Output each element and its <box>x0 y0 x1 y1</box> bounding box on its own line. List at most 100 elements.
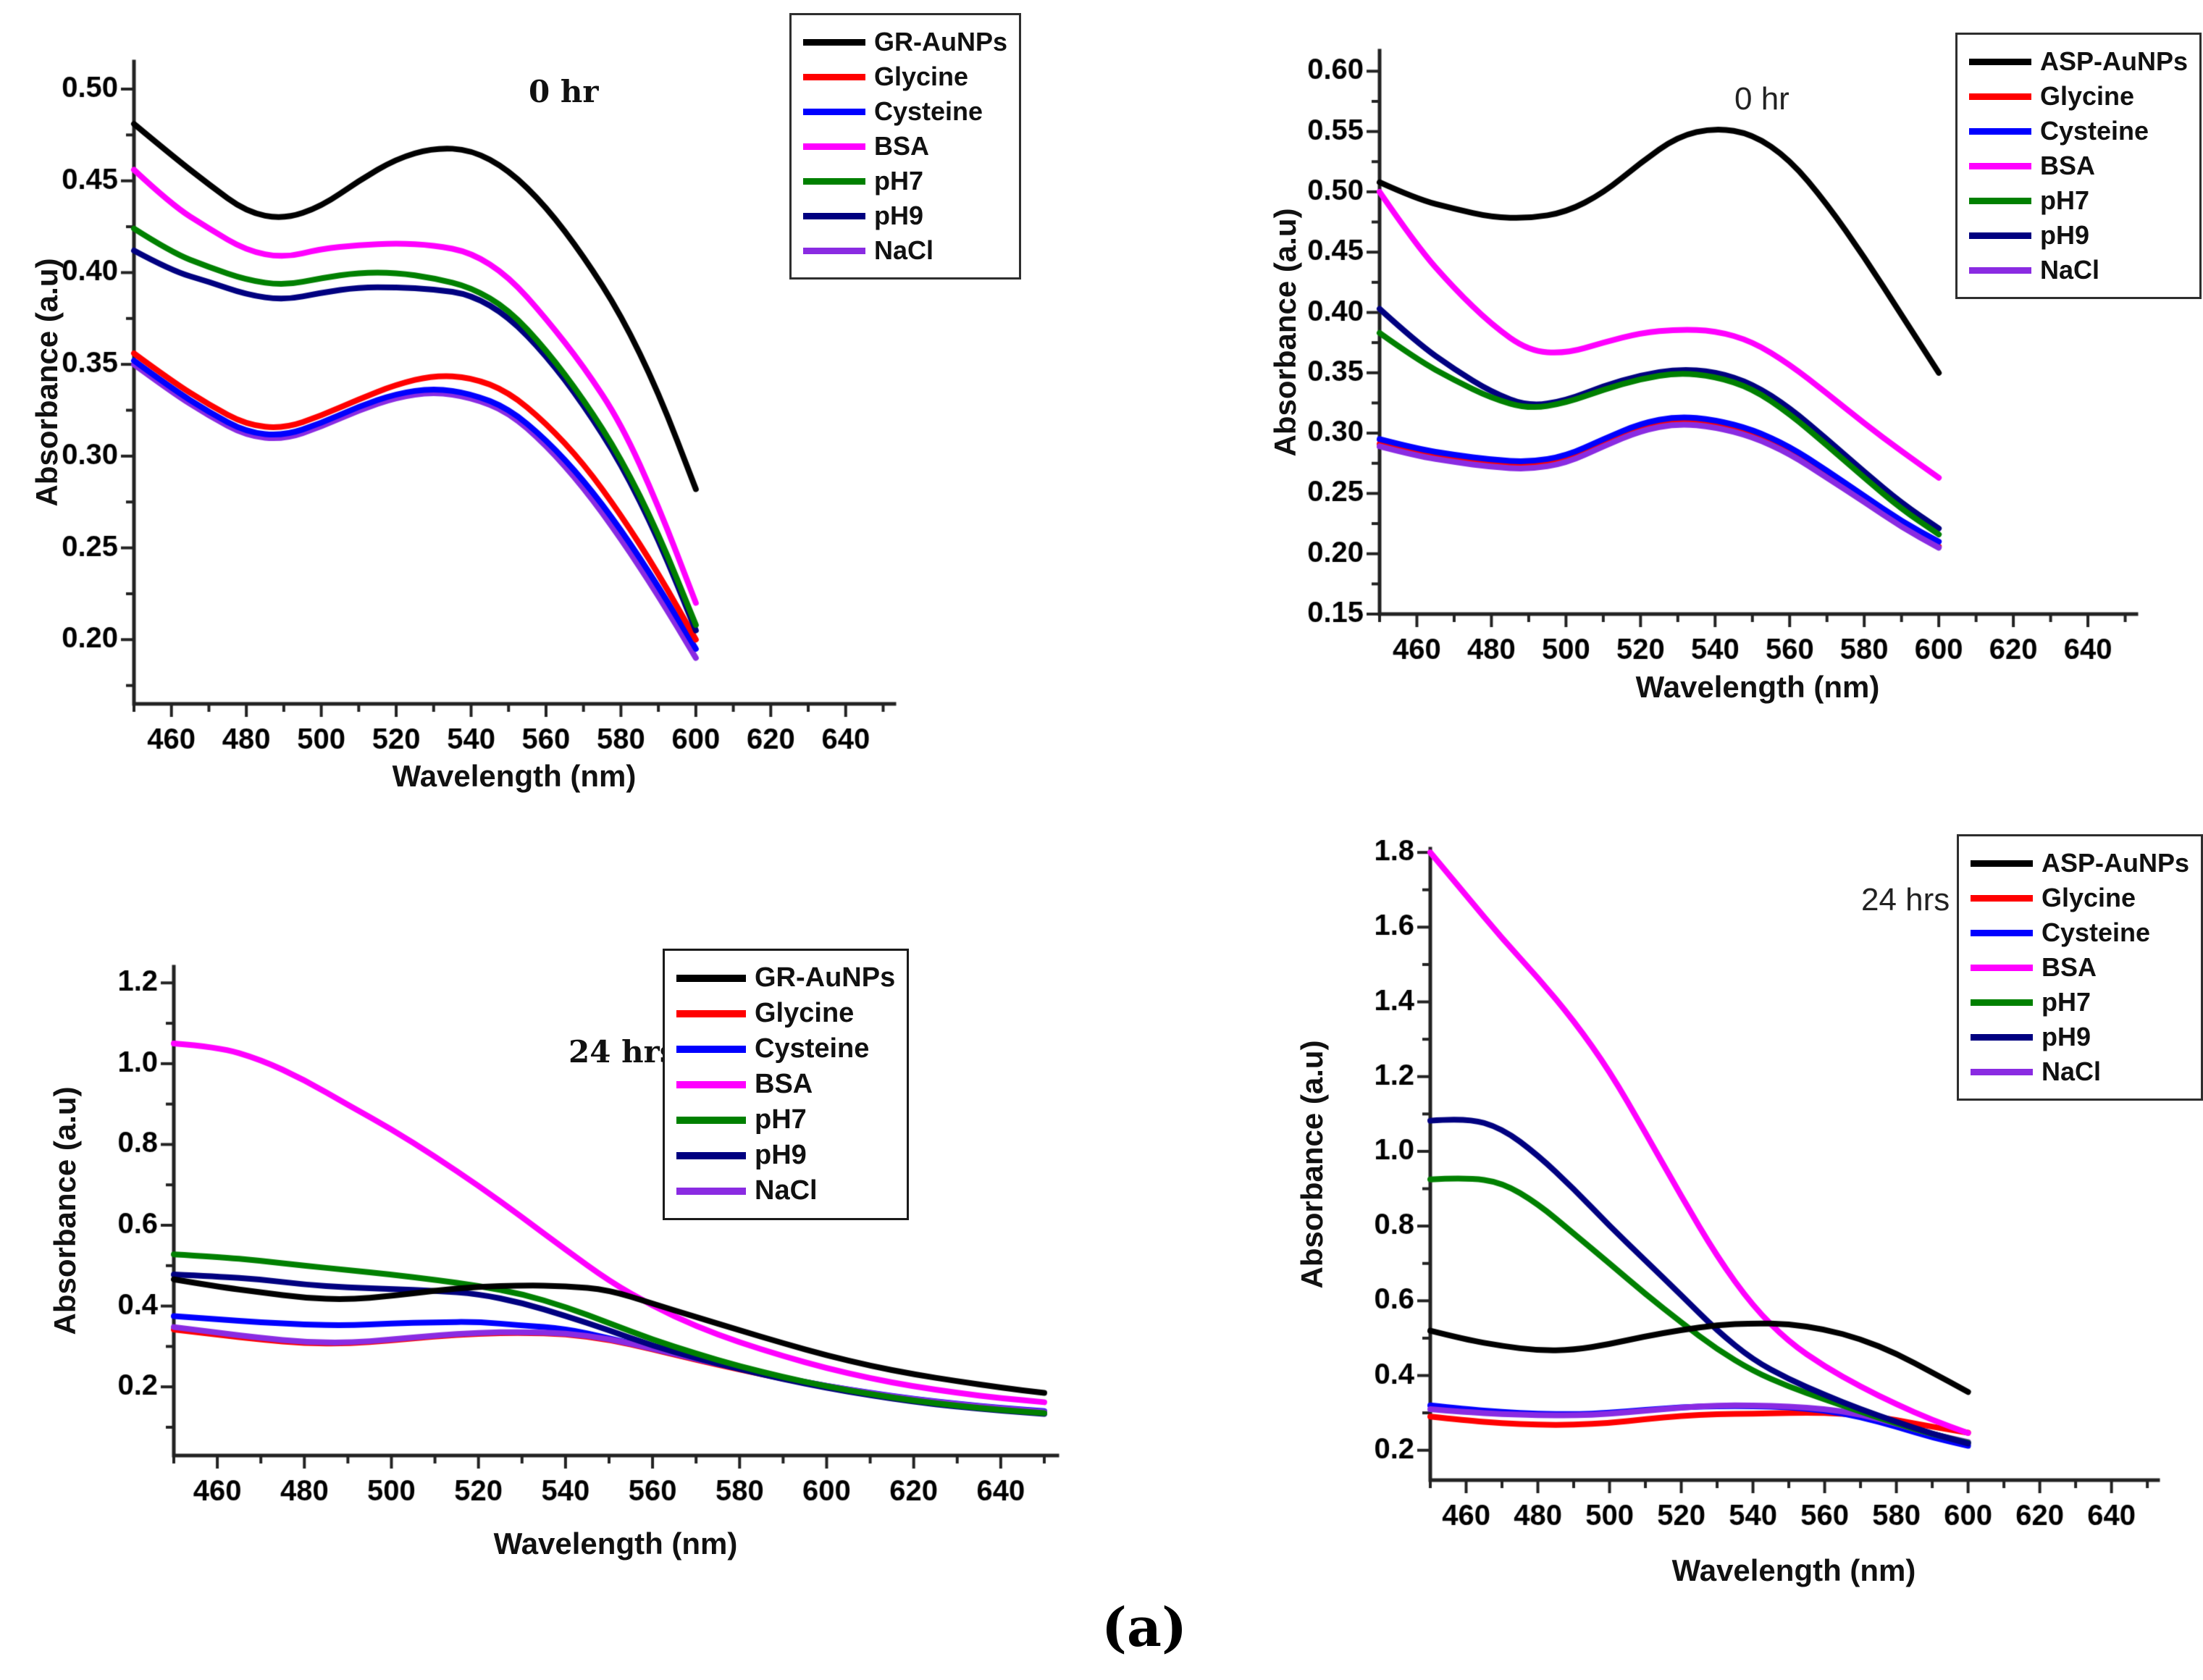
legend-item: NaCl <box>802 235 1007 266</box>
legend-item-label: Cysteine <box>873 96 983 126</box>
time-annotation: 24 hrs <box>568 1034 677 1070</box>
legend-line-swatch <box>676 1116 746 1124</box>
legend-item: pH9 <box>802 201 1007 231</box>
legend-line-swatch <box>1968 266 2031 274</box>
legend-item: ASP-AuNPs <box>1968 46 2188 77</box>
legend-item-label: Cysteine <box>2039 116 2149 146</box>
legend: ASP-AuNPs Glycine Cysteine BSA pH7 pH9 N… <box>1956 834 2203 1101</box>
legend-item-label: GR-AuNPs <box>755 962 896 993</box>
legend-line-swatch <box>676 1080 746 1088</box>
legend-line-swatch <box>802 38 865 46</box>
legend-item: Cysteine <box>1968 116 2188 146</box>
x-axis-title: Wavelength (nm) <box>1671 1553 1916 1587</box>
y-axis-title: Absorbance (a.u) <box>1268 208 1302 457</box>
legend-item-label: pH7 <box>2041 987 2091 1017</box>
chart-asp-aunps-0hr: 0 hr Wavelength (nm) Absorbance (a.u) AS… <box>1231 14 2203 739</box>
legend-item: pH7 <box>676 1104 895 1135</box>
legend-item: Glycine <box>676 998 895 1029</box>
legend-item-label: BSA <box>755 1069 813 1099</box>
legend-item-label: pH9 <box>2039 220 2089 250</box>
legend-item-label: pH9 <box>2041 1022 2091 1051</box>
time-annotation: 24 hrs <box>1861 882 1950 917</box>
legend-item: pH9 <box>1970 1022 2189 1052</box>
x-axis-title: Wavelength (nm) <box>1635 670 1880 704</box>
legend-line-swatch <box>802 73 865 80</box>
legend-line-swatch <box>802 247 865 254</box>
legend-item: NaCl <box>1968 255 2188 285</box>
legend-line-swatch <box>802 108 865 115</box>
legend-item: BSA <box>1968 151 2188 181</box>
legend-item-label: GR-AuNPs <box>873 27 1007 56</box>
legend-line-swatch <box>1968 127 2031 135</box>
legend-item: NaCl <box>676 1175 895 1206</box>
legend-item: Glycine <box>802 62 1007 92</box>
legend-item-label: BSA <box>2041 952 2097 982</box>
legend-item: NaCl <box>1970 1057 2189 1087</box>
legend-item: Glycine <box>1968 81 2188 112</box>
legend-line-swatch <box>1968 197 2031 204</box>
legend-item: ASP-AuNPs <box>1970 848 2189 878</box>
legend-item-label: Cysteine <box>755 1033 870 1064</box>
legend-line-swatch <box>1968 162 2031 169</box>
chart-canvas <box>36 840 1065 1615</box>
legend-item: pH7 <box>1968 185 2188 216</box>
legend-item-label: pH7 <box>755 1104 807 1135</box>
chart-gr-aunps-24hrs: 24 hrs Wavelength (nm) Absorbance (a.u) … <box>36 840 1065 1615</box>
legend-line-swatch <box>1968 93 2031 100</box>
legend-item: BSA <box>802 131 1007 161</box>
legend-item: pH7 <box>1970 987 2189 1017</box>
legend: GR-AuNPs Glycine Cysteine BSA pH7 pH9 Na… <box>789 13 1021 280</box>
legend-line-swatch <box>676 1151 746 1159</box>
legend-line-swatch <box>1970 1068 2033 1075</box>
legend-item: Cysteine <box>1970 917 2189 948</box>
legend-item-label: Cysteine <box>2041 917 2151 947</box>
legend-item-label: pH9 <box>873 201 923 230</box>
legend-item-label: Glycine <box>755 998 855 1028</box>
legend-item-label: NaCl <box>2039 255 2099 285</box>
time-annotation: 0 hr <box>529 74 599 109</box>
chart-gr-aunps-0hr: 0 hr Wavelength (nm) Absorbance (a.u) GR… <box>29 13 1043 818</box>
legend: ASP-AuNPs Glycine Cysteine BSA pH7 pH9 N… <box>1955 33 2202 299</box>
legend-item-label: NaCl <box>873 235 934 265</box>
legend-item: BSA <box>676 1069 895 1100</box>
legend-item-label: Glycine <box>2041 883 2136 912</box>
legend-line-swatch <box>1970 999 2033 1006</box>
y-axis-title: Absorbance (a.u) <box>48 1086 82 1335</box>
legend-item: BSA <box>1970 952 2189 983</box>
legend-item: Cysteine <box>802 96 1007 127</box>
legend-item: GR-AuNPs <box>802 27 1007 57</box>
legend-item-label: Glycine <box>2039 81 2135 111</box>
legend-item: pH7 <box>802 166 1007 196</box>
legend-item: pH9 <box>676 1140 895 1171</box>
legend-item: Glycine <box>1970 883 2189 913</box>
legend-item: Cysteine <box>676 1033 895 1064</box>
y-axis-title: Absorbance (a.u) <box>30 258 64 507</box>
legend-line-swatch <box>1970 929 2033 936</box>
legend-line-swatch <box>676 1009 746 1017</box>
figure-panel-label: (a) <box>1102 1597 1187 1659</box>
chart-asp-aunps-24hrs: 24 hrs Wavelength (nm) Absorbance (a.u) … <box>1260 789 2203 1622</box>
legend-item-label: BSA <box>873 131 929 161</box>
legend-item-label: pH9 <box>755 1140 807 1170</box>
legend-line-swatch <box>676 1045 746 1053</box>
legend-line-swatch <box>802 143 865 150</box>
legend-line-swatch <box>676 974 746 982</box>
legend-line-swatch <box>1970 964 2033 971</box>
legend-line-swatch <box>802 212 865 219</box>
time-annotation: 0 hr <box>1734 81 1789 117</box>
x-axis-title: Wavelength (nm) <box>493 1526 738 1561</box>
legend-item-label: ASP-AuNPs <box>2039 46 2188 76</box>
legend-item-label: BSA <box>2039 151 2095 180</box>
legend-item-label: pH7 <box>873 166 923 196</box>
legend-item: GR-AuNPs <box>676 962 895 994</box>
legend-item-label: ASP-AuNPs <box>2041 848 2189 878</box>
legend-item: pH9 <box>1968 220 2188 251</box>
y-axis-title: Absorbance (a.u) <box>1295 1040 1329 1289</box>
x-axis-title: Wavelength (nm) <box>392 759 637 793</box>
legend-line-swatch <box>1968 232 2031 239</box>
legend-line-swatch <box>1970 860 2033 867</box>
legend-line-swatch <box>1968 58 2031 65</box>
legend-line-swatch <box>676 1187 746 1195</box>
legend-item-label: Glycine <box>873 62 969 91</box>
